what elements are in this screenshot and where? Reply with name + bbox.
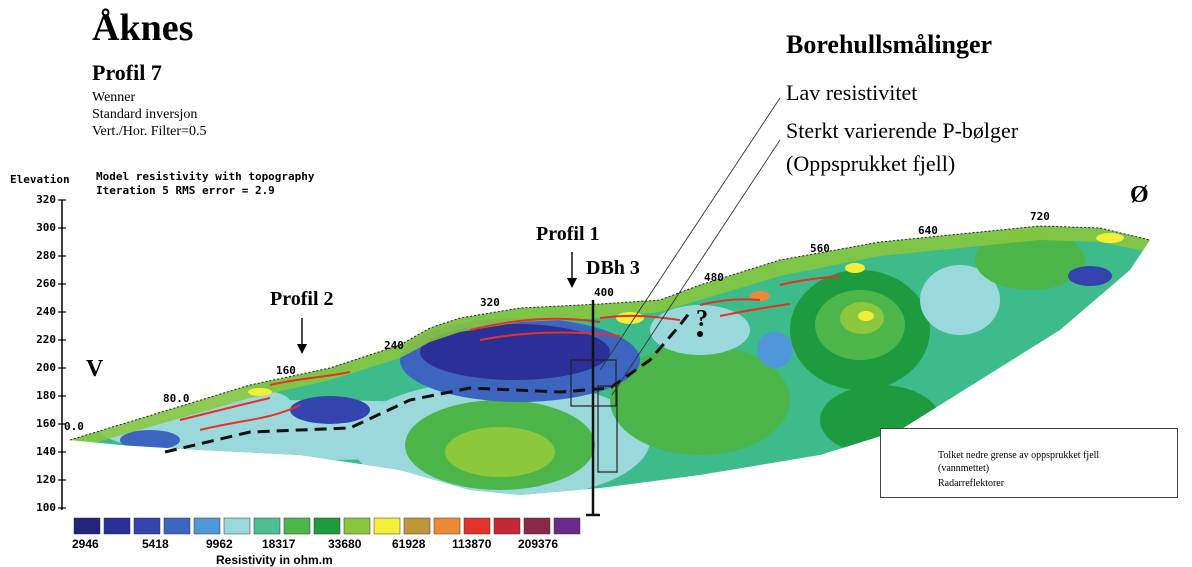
borehole-line-resistivity: Lav resistivitet bbox=[786, 80, 918, 105]
x-tick-240: 240 bbox=[384, 339, 404, 352]
label-dbh3: DBh 3 bbox=[586, 257, 640, 279]
colorbar-swatch bbox=[103, 517, 131, 535]
colorbar-value-2: 5418 bbox=[142, 537, 169, 551]
y-axis-ticks bbox=[58, 199, 66, 509]
y-tick-280: 280 bbox=[36, 249, 56, 262]
colorbar-swatch bbox=[73, 517, 101, 535]
colorbar-swatch bbox=[343, 517, 371, 535]
arrow-profil2 bbox=[297, 318, 307, 354]
y-tick-240: 240 bbox=[36, 305, 56, 318]
colorbar-swatch bbox=[373, 517, 401, 535]
label-profil1: Profil 1 bbox=[536, 223, 600, 245]
colorbar-swatch bbox=[283, 517, 311, 535]
borehole-line-pwaves: Sterkt varierende P-bølger bbox=[786, 118, 1019, 143]
y-tick-320: 320 bbox=[36, 193, 56, 206]
label-profil2: Profil 2 bbox=[270, 288, 334, 310]
model-caption-1: Model resistivity with topography bbox=[96, 170, 315, 183]
legend-dashed-sublabel: (vannmettet) bbox=[938, 463, 990, 474]
colorbar-value-4: 18317 bbox=[262, 537, 296, 551]
x-tick-400: 400 bbox=[594, 286, 614, 299]
label-question: ? bbox=[696, 306, 708, 332]
label-east: Ø bbox=[1130, 182, 1149, 208]
interpreted-boundary bbox=[164, 311, 692, 454]
leader-line-2 bbox=[611, 139, 781, 396]
y-tick-220: 220 bbox=[36, 333, 56, 346]
colorbar-swatch bbox=[313, 517, 341, 535]
colorbar-swatch bbox=[523, 517, 551, 535]
legend-red-label: Radarreflektorer bbox=[938, 478, 1005, 489]
question-dot bbox=[697, 331, 703, 337]
radar-reflectors bbox=[179, 275, 841, 431]
x-tick-160: 160 bbox=[276, 364, 296, 377]
y-tick-160: 160 bbox=[36, 417, 56, 430]
colorbar-value-3: 9962 bbox=[206, 537, 233, 551]
colorbar-swatch bbox=[223, 517, 251, 535]
y-tick-140: 140 bbox=[36, 445, 56, 458]
profile-title: Profil 7 bbox=[92, 60, 162, 85]
x-tick-320: 320 bbox=[480, 296, 500, 309]
colorbar-swatch bbox=[553, 517, 581, 535]
method-line-filter: Vert./Hor. Filter=0.5 bbox=[92, 124, 207, 139]
y-tick-180: 180 bbox=[36, 389, 56, 402]
label-west: V bbox=[86, 356, 104, 382]
borehole-box-lower bbox=[597, 385, 618, 473]
topography-line bbox=[69, 225, 1151, 441]
arrow-profil1 bbox=[567, 252, 577, 288]
borehole-line-fractured: (Oppsprukket fjell) bbox=[786, 151, 956, 176]
colorbar-swatch bbox=[403, 517, 431, 535]
borehole-box-upper bbox=[570, 359, 617, 407]
colorbar-value-8: 209376 bbox=[518, 537, 559, 551]
model-caption-2: Iteration 5 RMS error = 2.9 bbox=[96, 184, 275, 197]
colorbar-swatch bbox=[193, 517, 221, 535]
colorbar-swatch bbox=[133, 517, 161, 535]
colorbar-swatch bbox=[253, 517, 281, 535]
colorbar-value-7: 113870 bbox=[452, 537, 492, 551]
y-tick-300: 300 bbox=[36, 221, 56, 234]
x-tick-0: 0.0 bbox=[64, 420, 84, 433]
colorbar-swatch bbox=[463, 517, 491, 535]
method-line-wenner: Wenner bbox=[92, 90, 136, 105]
colorbar-swatch bbox=[493, 517, 521, 535]
colorbar bbox=[73, 517, 581, 535]
y-tick-120: 120 bbox=[36, 473, 56, 486]
colorbar-label: Resistivity in ohm.m bbox=[216, 553, 333, 567]
method-line-inversion: Standard inversjon bbox=[92, 107, 198, 122]
y-tick-200: 200 bbox=[36, 361, 56, 374]
legend-dashed-label: Tolket nedre grense av oppsprukket fjell bbox=[938, 450, 1100, 461]
borehole-title: Borehullsmålinger bbox=[786, 30, 993, 59]
x-tick-80: 80.0 bbox=[163, 392, 190, 405]
page-title: Åknes bbox=[92, 7, 194, 49]
colorbar-value-5: 33680 bbox=[328, 537, 362, 551]
colorbar-value-1: 2946 bbox=[72, 537, 99, 551]
elevation-label: Elevation bbox=[10, 173, 70, 186]
leader-line-1 bbox=[599, 97, 781, 371]
x-tick-640: 640 bbox=[918, 224, 938, 237]
y-tick-260: 260 bbox=[36, 277, 56, 290]
legend-box bbox=[880, 428, 1178, 498]
colorbar-swatch bbox=[433, 517, 461, 535]
x-tick-480: 480 bbox=[704, 271, 724, 284]
x-tick-720: 720 bbox=[1030, 210, 1050, 223]
colorbar-swatch bbox=[163, 517, 191, 535]
x-tick-560: 560 bbox=[810, 242, 830, 255]
colorbar-value-6: 61928 bbox=[392, 537, 426, 551]
y-tick-100: 100 bbox=[36, 501, 56, 514]
